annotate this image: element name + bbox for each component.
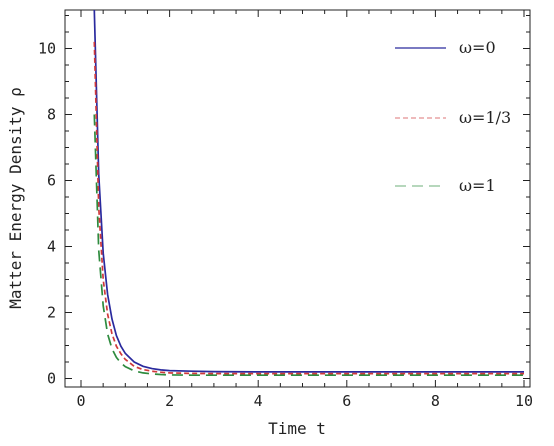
y-tick-label: 2 xyxy=(47,304,56,322)
y-tick-label: 0 xyxy=(47,370,56,388)
y-axis-label: Matter Energy Density ρ xyxy=(6,87,25,309)
y-tick-label: 10 xyxy=(38,40,56,58)
x-tick-label: 4 xyxy=(254,392,263,410)
x-tick-label: 8 xyxy=(431,392,440,410)
legend: ω=0 ω=1/3 ω=1 xyxy=(395,38,511,195)
x-tick-label: 2 xyxy=(165,392,174,410)
series-line-1 xyxy=(93,9,524,373)
legend-label: ω=1/3 xyxy=(459,108,511,127)
plot-frame xyxy=(64,9,531,388)
x-tick-label: 10 xyxy=(515,392,533,410)
x-tick-label: 0 xyxy=(76,392,85,410)
y-tick-label: 8 xyxy=(47,106,56,124)
series-line-2 xyxy=(93,41,524,375)
x-tick-label: 6 xyxy=(342,392,351,410)
x-axis-label: Time t xyxy=(268,419,326,438)
legend-label: ω=0 xyxy=(459,38,496,57)
axis-ticks: 0 2 4 6 8 10 0 2 4 6 8 10 xyxy=(38,10,533,410)
series-line-3 xyxy=(93,114,524,377)
legend-label: ω=1 xyxy=(459,176,496,195)
y-tick-label: 4 xyxy=(47,238,56,256)
series-group xyxy=(93,9,524,377)
y-tick-label: 6 xyxy=(47,172,56,190)
